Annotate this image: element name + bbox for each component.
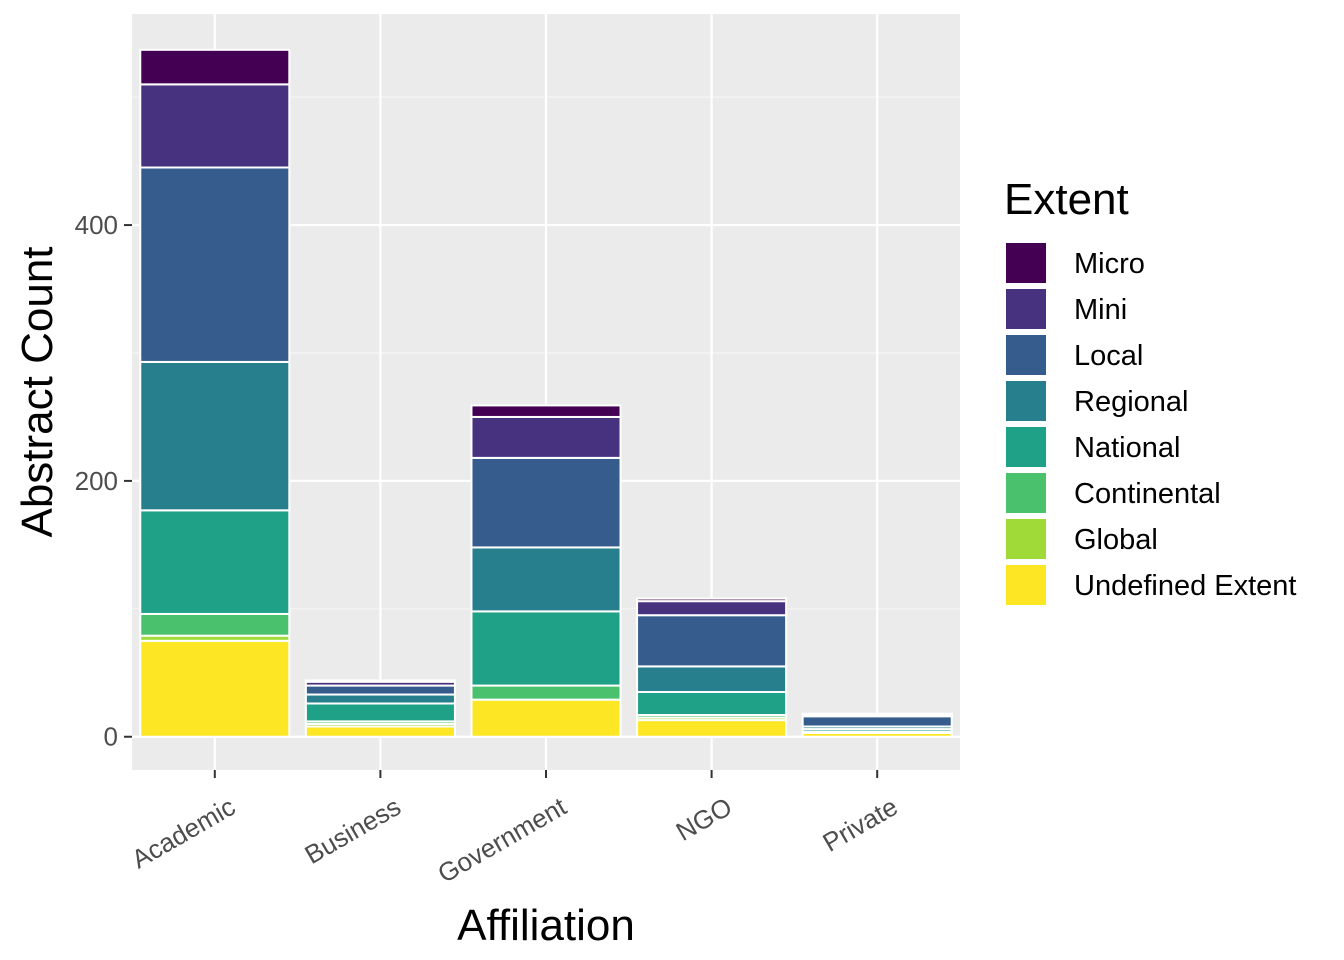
bar-segment-academic-national (139, 509, 291, 615)
legend-label-undefined-extent: Undefined Extent (1074, 570, 1296, 602)
bar-segment-ngo-micro (636, 597, 788, 603)
x-tick-label-ngo: NGO (671, 791, 737, 847)
y-tick-label: 200 (75, 466, 118, 496)
legend-label-micro: Micro (1074, 248, 1145, 280)
bar-segment-government-undefined-extent (470, 698, 622, 738)
bar-segment-ngo-local (636, 614, 788, 668)
legend-key-national (1006, 427, 1046, 467)
bar-segment-government-regional (470, 546, 622, 613)
bar-segment-business-regional (304, 693, 456, 705)
legend-key-undefined-extent (1006, 565, 1046, 605)
bar-segment-academic-continental (139, 612, 291, 637)
bar-segment-ngo-undefined-extent (636, 719, 788, 738)
bar-segment-business-micro (304, 679, 456, 683)
y-axis: 0 200 400 (75, 210, 132, 752)
bar-segment-private-micro (801, 712, 953, 716)
bar-segment-government-continental (470, 684, 622, 701)
legend-title: Extent (1004, 175, 1129, 224)
bar-segment-ngo-mini (636, 600, 788, 617)
legend: Extent Micro Mini Local Regional National Con… (1004, 175, 1296, 605)
legend-label-national: National (1074, 432, 1180, 464)
bar-segment-academic-local (139, 166, 291, 363)
legend-label-mini: Mini (1074, 294, 1127, 326)
bar-segment-private-local (801, 715, 953, 728)
legend-label-global: Global (1074, 524, 1158, 556)
bar-segment-academic-micro (139, 48, 291, 86)
legend-label-continental: Continental (1074, 478, 1221, 510)
bar-segment-business-local (304, 684, 456, 696)
bar-segment-government-micro (470, 404, 622, 418)
y-tick-label: 0 (104, 722, 118, 752)
legend-label-local: Local (1074, 340, 1143, 372)
y-axis-title: Abstract Count (13, 246, 62, 537)
bar-segment-government-local (470, 456, 622, 549)
bar-segment-academic-mini (139, 83, 291, 169)
legend-key-regional (1006, 381, 1046, 421)
x-tick-label-business: Business (299, 791, 405, 870)
legend-key-continental (1006, 473, 1046, 513)
x-tick-label-government: Government (432, 791, 572, 889)
legend-key-mini (1006, 289, 1046, 329)
x-axis: Academic Business Government NGO Private (126, 770, 903, 889)
y-tick-label: 400 (75, 210, 118, 240)
bar-segment-business-national (304, 702, 456, 723)
legend-key-micro (1006, 243, 1046, 283)
x-tick-label-academic: Academic (126, 791, 240, 874)
x-axis-title: Affiliation (457, 901, 635, 950)
bar-segment-business-undefined-extent (304, 725, 456, 738)
bar-segment-government-national (470, 610, 622, 687)
x-tick-label-private: Private (818, 791, 903, 857)
bars (139, 48, 953, 738)
legend-key-global (1006, 519, 1046, 559)
bar-segment-government-mini (470, 415, 622, 459)
bar-segment-ngo-national (636, 690, 788, 716)
legend-key-local (1006, 335, 1046, 375)
bar-segment-academic-regional (139, 360, 291, 512)
legend-label-regional: Regional (1074, 386, 1188, 418)
bar-segment-academic-undefined-extent (139, 639, 291, 738)
legend-items: Micro Mini Local Regional National Continenta… (1006, 243, 1296, 605)
bar-segment-ngo-regional (636, 665, 788, 693)
